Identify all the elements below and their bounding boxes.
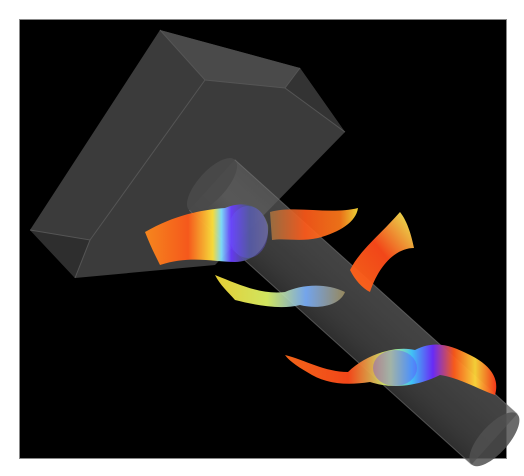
ribbons — [145, 204, 497, 395]
cylinder — [186, 158, 520, 467]
box — [29, 29, 346, 279]
